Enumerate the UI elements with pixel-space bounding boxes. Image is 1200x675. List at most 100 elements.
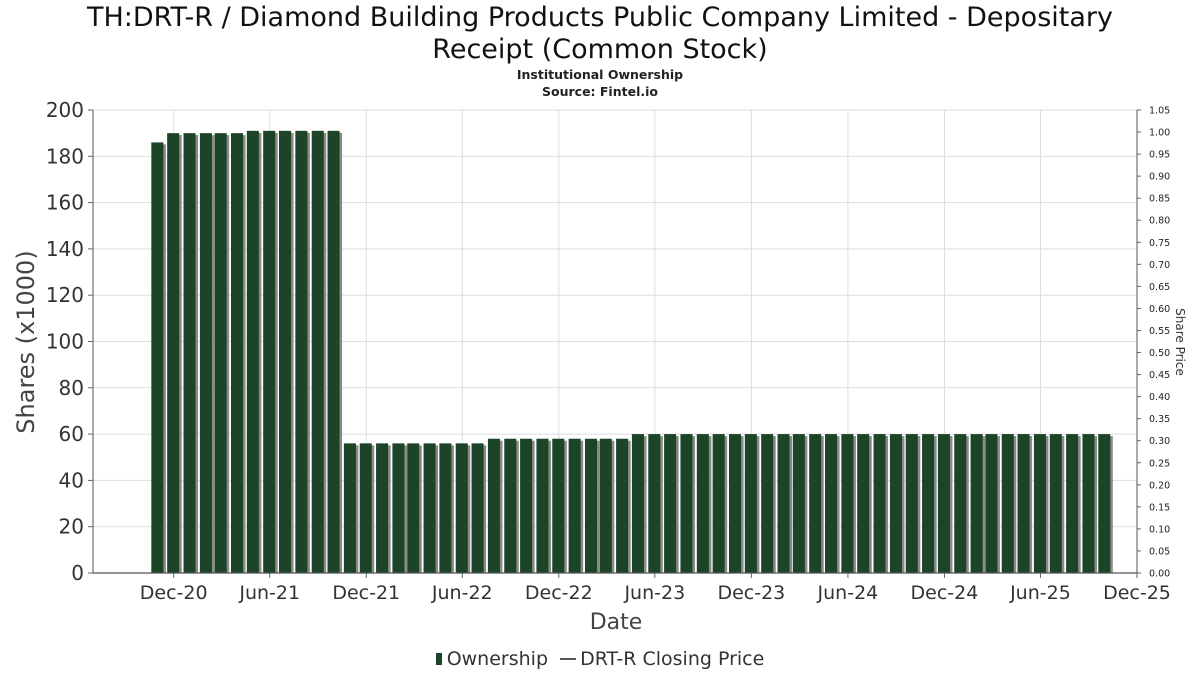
y2-tick-label: 0.90 [1149,172,1170,183]
ownership-bar [905,434,918,573]
ownership-bar [311,130,324,573]
x-tick-label: Dec-24 [911,582,979,604]
y-tick-label: 180 [46,144,84,168]
y-tick-label: 80 [59,376,84,400]
axes: 0 20 40 60 80 100 120 140 160 180 200 Dec-20 Jun-21 D… [46,98,1171,604]
ownership-bar [343,443,356,573]
y2-tick-label: 0.45 [1149,370,1170,381]
ownership-bar [471,443,484,573]
y-tick-label: 120 [46,283,84,307]
ownership-bar [263,130,276,573]
y2-tick-label: 0.30 [1149,436,1170,447]
y-axis-label: Shares (x1000) [12,250,40,433]
chart-title-line-1: TH:DRT-R / Diamond Building Products Pub… [87,2,1113,33]
y2-tick-label: 0.20 [1149,480,1170,491]
x-tick-label: Dec-22 [525,582,593,604]
ownership-bar [536,438,549,573]
ownership-bar [359,443,372,573]
ownership-bar [664,434,677,573]
y2-tick-label: 0.15 [1149,502,1170,513]
y2-tick-label: 0.35 [1149,414,1170,425]
ownership-bar [1033,434,1046,573]
y2-tick-label: 0.50 [1149,348,1170,359]
ownership-bar [712,434,725,573]
ownership-bar [825,434,838,573]
ownership-bar [680,434,693,573]
ownership-bar [744,434,757,573]
y-tick-label: 160 [46,191,84,215]
y2-tick-label: 0.40 [1149,392,1170,403]
ownership-bar [792,434,805,573]
ownership-bar [584,438,598,573]
ownership-bar [1001,434,1014,573]
y2-tick-label: 0.05 [1149,546,1170,557]
x-tick-label: Dec-20 [140,582,208,604]
x-tick-label: Jun-23 [623,582,685,604]
bars [151,130,1113,573]
ownership-swatch [435,653,442,665]
ownership-bar [568,438,581,573]
ownership-bar [761,434,774,573]
y2-tick-label: 0.25 [1149,458,1170,469]
ownership-bar [970,434,983,573]
y2-axis-label: Share Price [1173,308,1187,376]
chart-source: Source: Fintel.io [542,84,658,99]
ownership-bar [1066,434,1079,573]
x-axis-label: Date [590,610,643,635]
ownership-bar [857,434,870,573]
ownership-bar [151,142,164,573]
ownership-bar [985,434,998,573]
y-tick-label: 60 [59,422,84,446]
y2-tick-label: 0.80 [1149,216,1170,227]
y2-tick-label: 0.75 [1149,238,1170,249]
ownership-bar [246,130,259,573]
ownership-bar [214,133,227,573]
legend-price-label: DRT-R Closing Price [580,647,765,670]
ownership-bar [230,133,244,573]
ownership-bar [423,443,436,573]
ownership-bar [1098,434,1111,573]
ownership-bar [552,438,565,573]
ownership-bar [616,438,629,573]
ownership-bar [407,443,420,573]
y2-tick-label: 0.55 [1149,326,1170,337]
y2-tick-label: 0.10 [1149,524,1170,535]
ownership-bar [777,434,790,573]
y-tick-label: 40 [59,468,84,492]
y-tick-label: 200 [46,98,84,122]
y2-tick-label: 0.95 [1149,150,1170,161]
price-swatch [560,658,577,660]
ownership-bar [487,438,500,573]
ownership-bar [327,130,340,573]
ownership-bar [599,438,612,573]
y2-tick-label: 1.00 [1149,128,1170,139]
ownership-bar [873,434,886,573]
y2-tick-label: 1.05 [1149,106,1170,117]
chart-subtitle: Institutional Ownership [516,67,684,82]
ownership-bar [841,434,854,573]
x-tick-label: Jun-25 [1009,582,1071,604]
ownership-bar [167,133,180,573]
ownership-bar [278,130,292,573]
y2-tick-label: 0.70 [1149,260,1170,271]
x-tick-label: Dec-25 [1103,582,1171,604]
y-tick-label: 0 [71,561,84,585]
x-tick-label: Dec-21 [332,582,400,604]
ownership-bar [648,434,661,573]
ownership-bar [376,443,389,573]
ownership-bar [295,130,308,573]
ownership-bar [1049,434,1062,573]
legend: Ownership DRT-R Closing Price [0,647,1200,670]
ownership-bar [392,443,405,573]
x-tick-label: Dec-23 [717,582,785,604]
y2-tick-label: 0.65 [1149,282,1170,293]
y-tick-label: 140 [46,237,84,261]
y-tick-label: 100 [46,330,84,354]
y2-tick-label: 0.00 [1149,569,1170,580]
legend-ownership-label: Ownership [446,647,549,670]
ownership-bar [1017,434,1030,573]
ownership-bar [631,434,644,573]
x-tick-label: Jun-22 [431,582,493,604]
ownership-bar [1082,434,1095,573]
legend-price: DRT-R Closing Price [554,648,764,670]
